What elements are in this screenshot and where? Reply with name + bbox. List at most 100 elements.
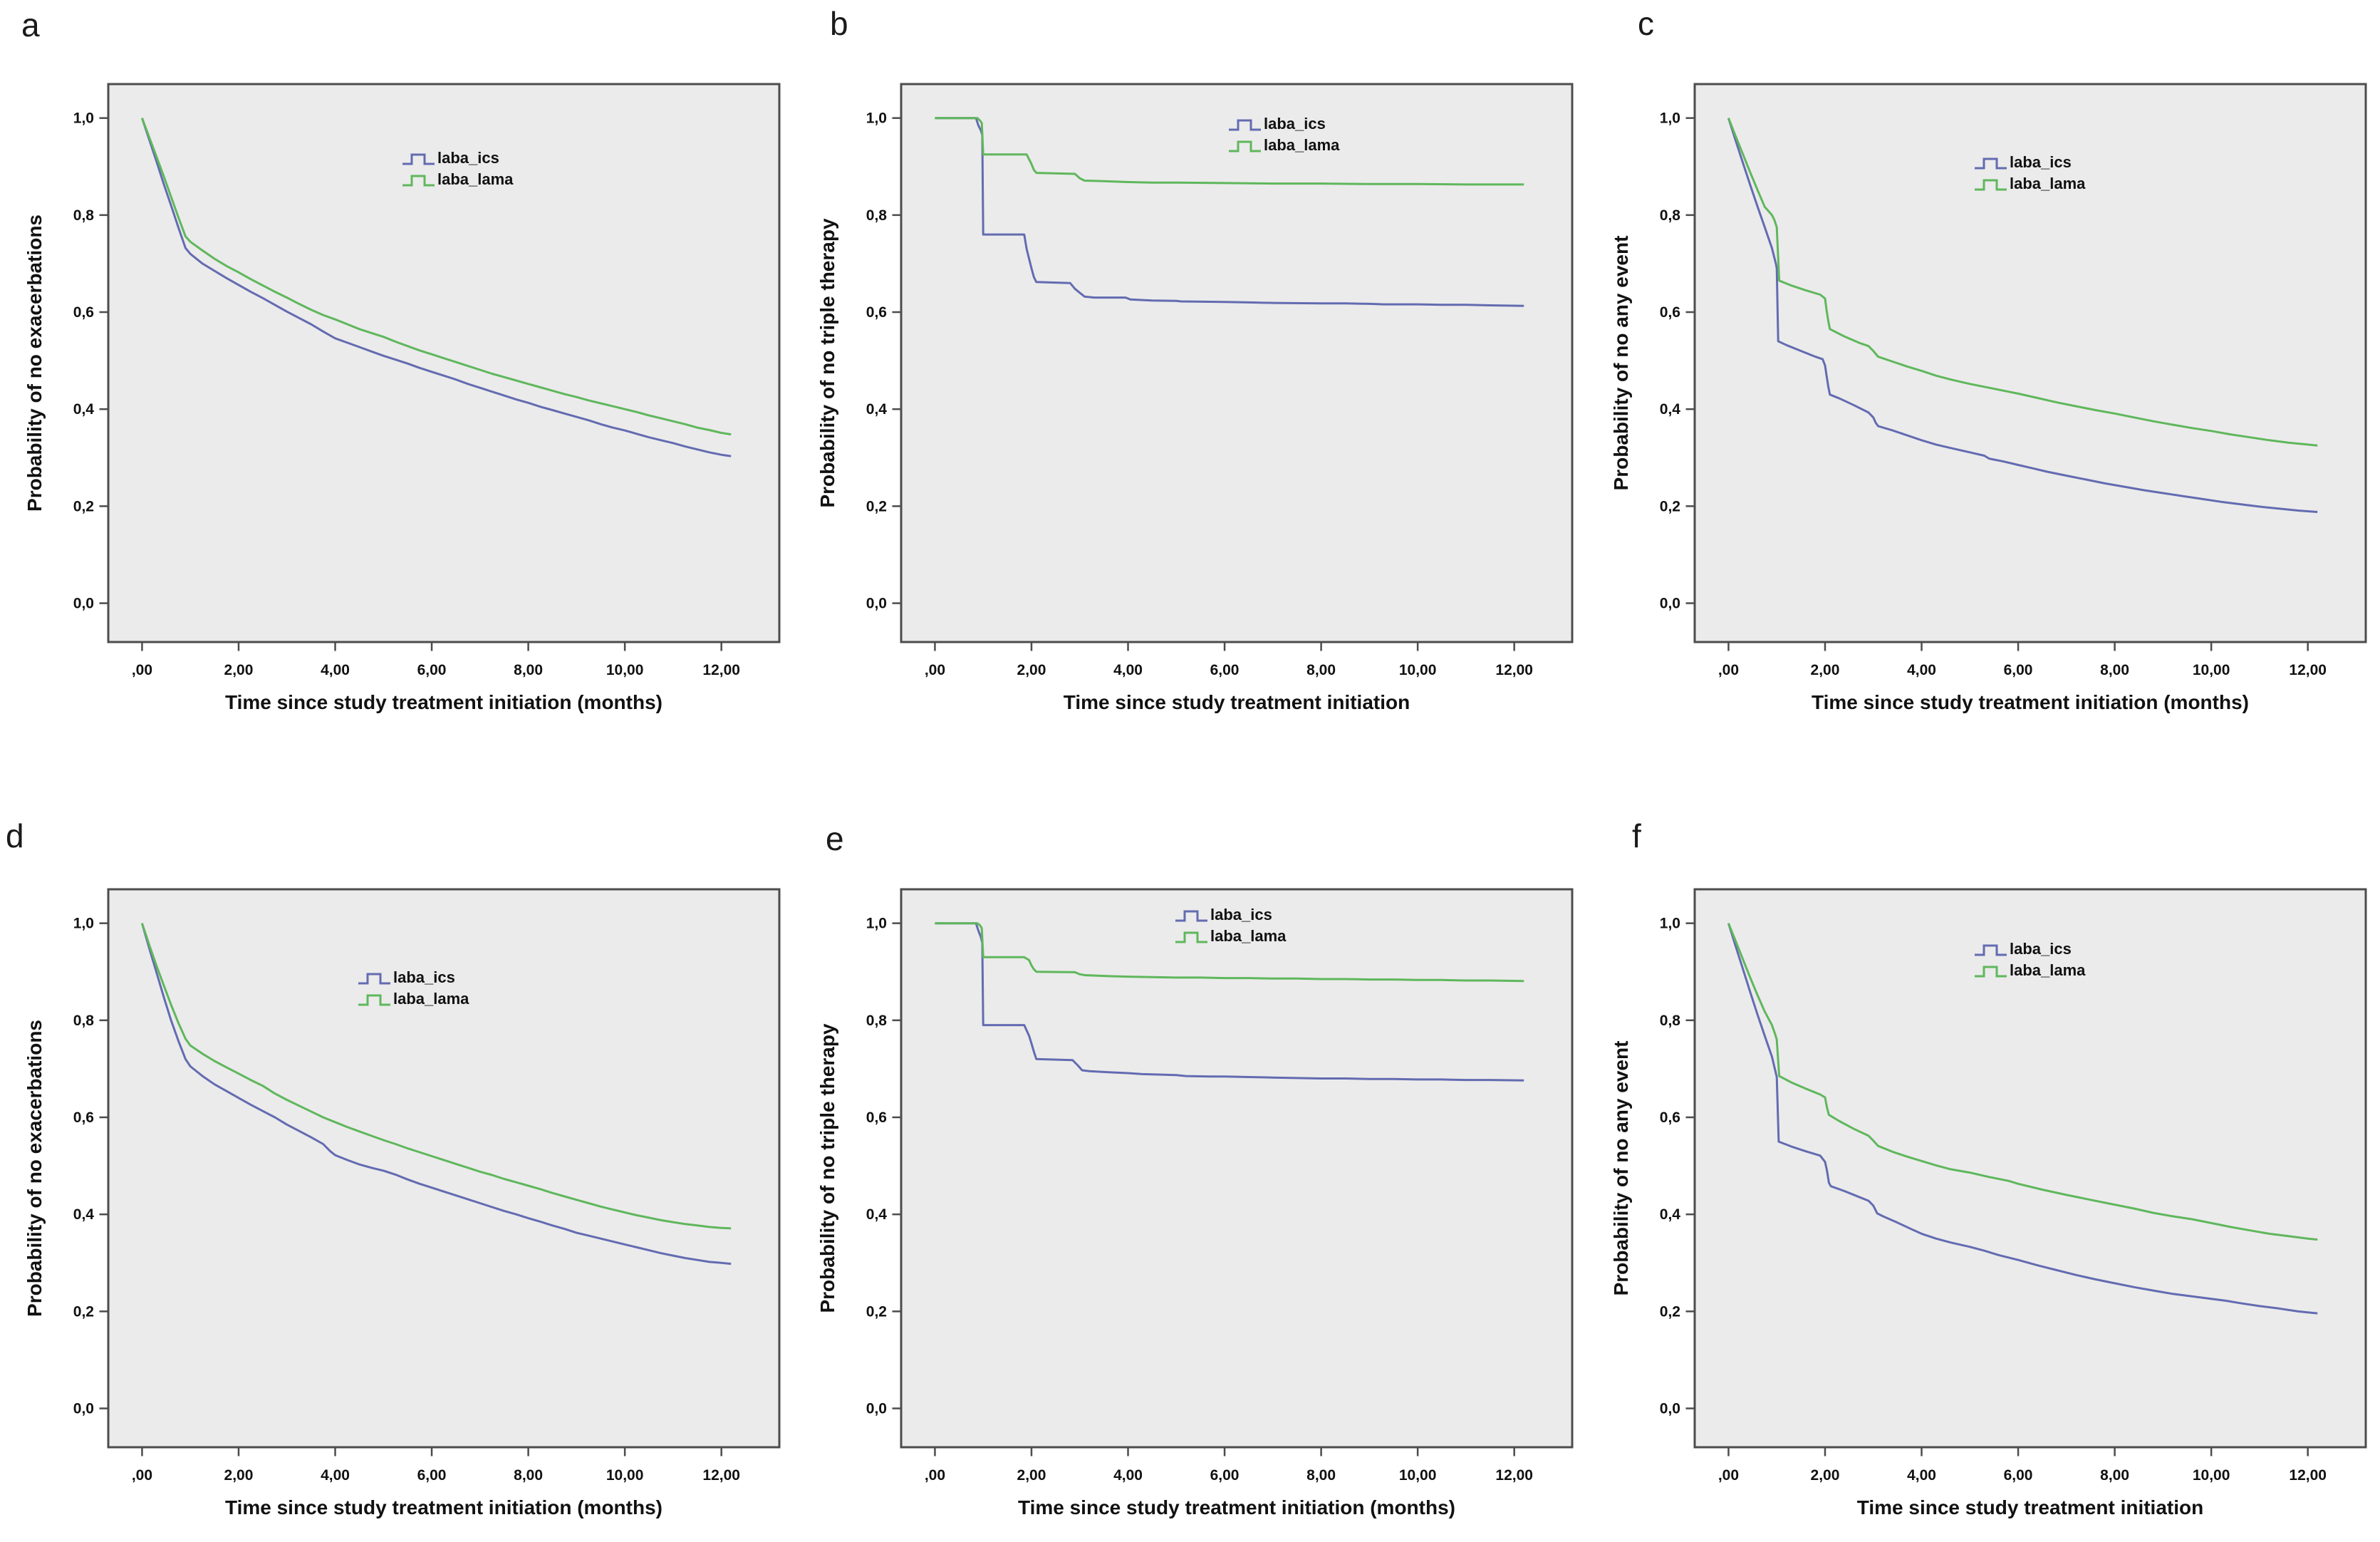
legend-label-laba_lama: laba_lama bbox=[1264, 136, 1340, 154]
x-tick-label: 4,00 bbox=[1113, 662, 1143, 678]
x-axis-title: Time since study treatment initiation (m… bbox=[225, 691, 662, 713]
panel-letter-d: d bbox=[6, 817, 24, 854]
plot-area bbox=[900, 888, 1574, 1449]
series-laba_ics-curve bbox=[1727, 118, 2318, 513]
y-axis-title: Probability of no any event bbox=[1610, 236, 1632, 491]
legend-line-laba_lama-icon bbox=[1229, 140, 1261, 152]
x-tick-label: 2,00 bbox=[224, 1467, 254, 1484]
y-tick-label: 0,0 bbox=[1660, 596, 1680, 612]
legend-label-laba_lama: laba_lama bbox=[1210, 927, 1287, 945]
plot-area bbox=[900, 83, 1574, 643]
panel-c: c ,00 2,00 4,00 6,00 8,00 10,00 12,00 0,0 0,2 0,4… bbox=[1586, 0, 2380, 771]
x-tick-label: 10,00 bbox=[1399, 662, 1437, 678]
x-tick-label: 12,00 bbox=[702, 662, 740, 678]
x-tick-label: 10,00 bbox=[2193, 1467, 2230, 1484]
y-tick-label: 0,4 bbox=[73, 1206, 95, 1223]
series-laba_lama-curve bbox=[1727, 118, 2318, 447]
y-axis-title: Probability of no exacerbations bbox=[24, 214, 46, 512]
y-tick-label: 0,8 bbox=[1660, 207, 1681, 224]
legend-line-laba_lama-icon bbox=[1975, 966, 2007, 978]
y-axis-title: Probability of no any event bbox=[1610, 1041, 1632, 1296]
series-laba_ics-curve bbox=[935, 117, 1524, 307]
x-tick-label: 12,00 bbox=[2289, 662, 2327, 678]
panel-letter-a: a bbox=[21, 6, 40, 43]
panel-letter-f: f bbox=[1632, 817, 1641, 854]
x-tick-label: 6,00 bbox=[417, 1467, 447, 1484]
x-tick-label: 10,00 bbox=[1399, 1467, 1437, 1484]
y-tick-label: 0,0 bbox=[73, 596, 94, 612]
x-axis-title: Time since study treatment initiation bbox=[1064, 691, 1410, 713]
legend-label-laba_lama: laba_lama bbox=[2010, 175, 2086, 192]
x-tick-label: ,00 bbox=[925, 1467, 945, 1484]
y-tick-label: 1,0 bbox=[73, 916, 94, 932]
x-tick-label: 10,00 bbox=[2193, 662, 2230, 678]
series-laba_ics-curve bbox=[935, 922, 1524, 1082]
y-tick-label: 1,0 bbox=[866, 110, 887, 127]
legend-label-laba_lama: laba_lama bbox=[393, 990, 469, 1008]
y-tick-label: 0,6 bbox=[1660, 1109, 1680, 1126]
y-tick-label: 1,0 bbox=[1660, 110, 1680, 127]
y-tick-label: 0,6 bbox=[1660, 304, 1680, 321]
plot-area bbox=[107, 888, 781, 1449]
y-tick-label: 0,6 bbox=[73, 304, 94, 321]
legend-label-laba_ics: laba_ics bbox=[1264, 115, 1326, 133]
x-tick-label: ,00 bbox=[1718, 1467, 1739, 1484]
km-chart-c: ,00 2,00 4,00 6,00 8,00 10,00 12,00 0,0 0,2 0,4 0,… bbox=[1610, 83, 2367, 713]
y-tick-label: 0,4 bbox=[866, 401, 888, 418]
panel-letter-b: b bbox=[830, 5, 848, 42]
y-tick-label: 0,6 bbox=[866, 1109, 887, 1126]
panel-letter-e: e bbox=[826, 820, 844, 857]
series-laba_lama-curve bbox=[140, 923, 732, 1230]
x-tick-label: 4,00 bbox=[1907, 662, 1936, 678]
x-tick-label: ,00 bbox=[132, 1467, 152, 1484]
y-tick-label: 0,8 bbox=[1660, 1013, 1681, 1029]
y-tick-label: 0,2 bbox=[866, 498, 887, 514]
y-tick-label: 0,4 bbox=[1660, 1206, 1681, 1223]
legend-line-laba_lama-icon bbox=[1175, 931, 1207, 943]
y-tick-label: 0,8 bbox=[73, 1013, 95, 1029]
y-tick-label: 0,0 bbox=[866, 1401, 887, 1417]
x-tick-label: 12,00 bbox=[2289, 1467, 2327, 1484]
series-laba_ics-curve bbox=[1727, 923, 2318, 1315]
legend-line-laba_ics-icon bbox=[1229, 119, 1261, 131]
x-tick-label: 6,00 bbox=[1210, 1467, 1240, 1484]
y-tick-label: 0,6 bbox=[73, 1109, 94, 1126]
y-tick-label: 0,2 bbox=[866, 1303, 887, 1320]
x-tick-label: 2,00 bbox=[1811, 662, 1840, 678]
x-tick-label: 4,00 bbox=[321, 1467, 350, 1484]
x-tick-label: 6,00 bbox=[2004, 662, 2033, 678]
km-chart-b: ,00 2,00 4,00 6,00 8,00 10,00 12,00 0,0 0,2 0,4 0,… bbox=[816, 83, 1574, 713]
series-laba_lama-curve bbox=[935, 117, 1524, 186]
y-tick-label: 1,0 bbox=[866, 916, 887, 932]
legend-line-laba_ics-icon bbox=[1175, 910, 1207, 922]
y-tick-label: 0,8 bbox=[73, 207, 95, 224]
x-tick-label: 2,00 bbox=[224, 662, 254, 678]
y-tick-label: 0,6 bbox=[866, 304, 887, 321]
y-tick-label: 0,0 bbox=[1660, 1401, 1680, 1417]
legend-line-laba_lama-icon bbox=[1975, 179, 2007, 191]
y-tick-label: 0,4 bbox=[866, 1206, 888, 1223]
x-tick-label: 8,00 bbox=[1306, 1467, 1336, 1484]
x-tick-label: 4,00 bbox=[1113, 1467, 1143, 1484]
x-tick-label: 12,00 bbox=[702, 1467, 740, 1484]
x-tick-label: 8,00 bbox=[1306, 662, 1336, 678]
legend-line-laba_ics-icon bbox=[402, 153, 435, 165]
y-tick-label: 0,2 bbox=[73, 498, 94, 514]
y-tick-label: 0,4 bbox=[73, 401, 95, 418]
x-tick-label: 10,00 bbox=[606, 662, 644, 678]
x-tick-label: 8,00 bbox=[2100, 1467, 2129, 1484]
x-tick-label: 8,00 bbox=[514, 1467, 543, 1484]
legend-line-laba_lama-icon bbox=[358, 994, 390, 1006]
x-tick-label: 6,00 bbox=[417, 662, 447, 678]
x-tick-label: 6,00 bbox=[2004, 1467, 2033, 1484]
legend-label-laba_ics: laba_ics bbox=[1210, 906, 1272, 923]
series-laba_lama-curve bbox=[1727, 923, 2318, 1241]
legend-label-laba_ics: laba_ics bbox=[2010, 153, 2072, 171]
panel-b: b ,00 2,00 4,00 6,00 8,00 10,00 12,00 0,0 0,2 0,4… bbox=[793, 0, 1586, 771]
x-tick-label: 2,00 bbox=[1811, 1467, 1840, 1484]
series-laba_ics-curve bbox=[140, 118, 732, 457]
legend-label-laba_ics: laba_ics bbox=[2010, 940, 2072, 958]
y-axis-title: Probability of no triple therapy bbox=[816, 218, 838, 507]
legend-label-laba_lama: laba_lama bbox=[437, 170, 514, 188]
